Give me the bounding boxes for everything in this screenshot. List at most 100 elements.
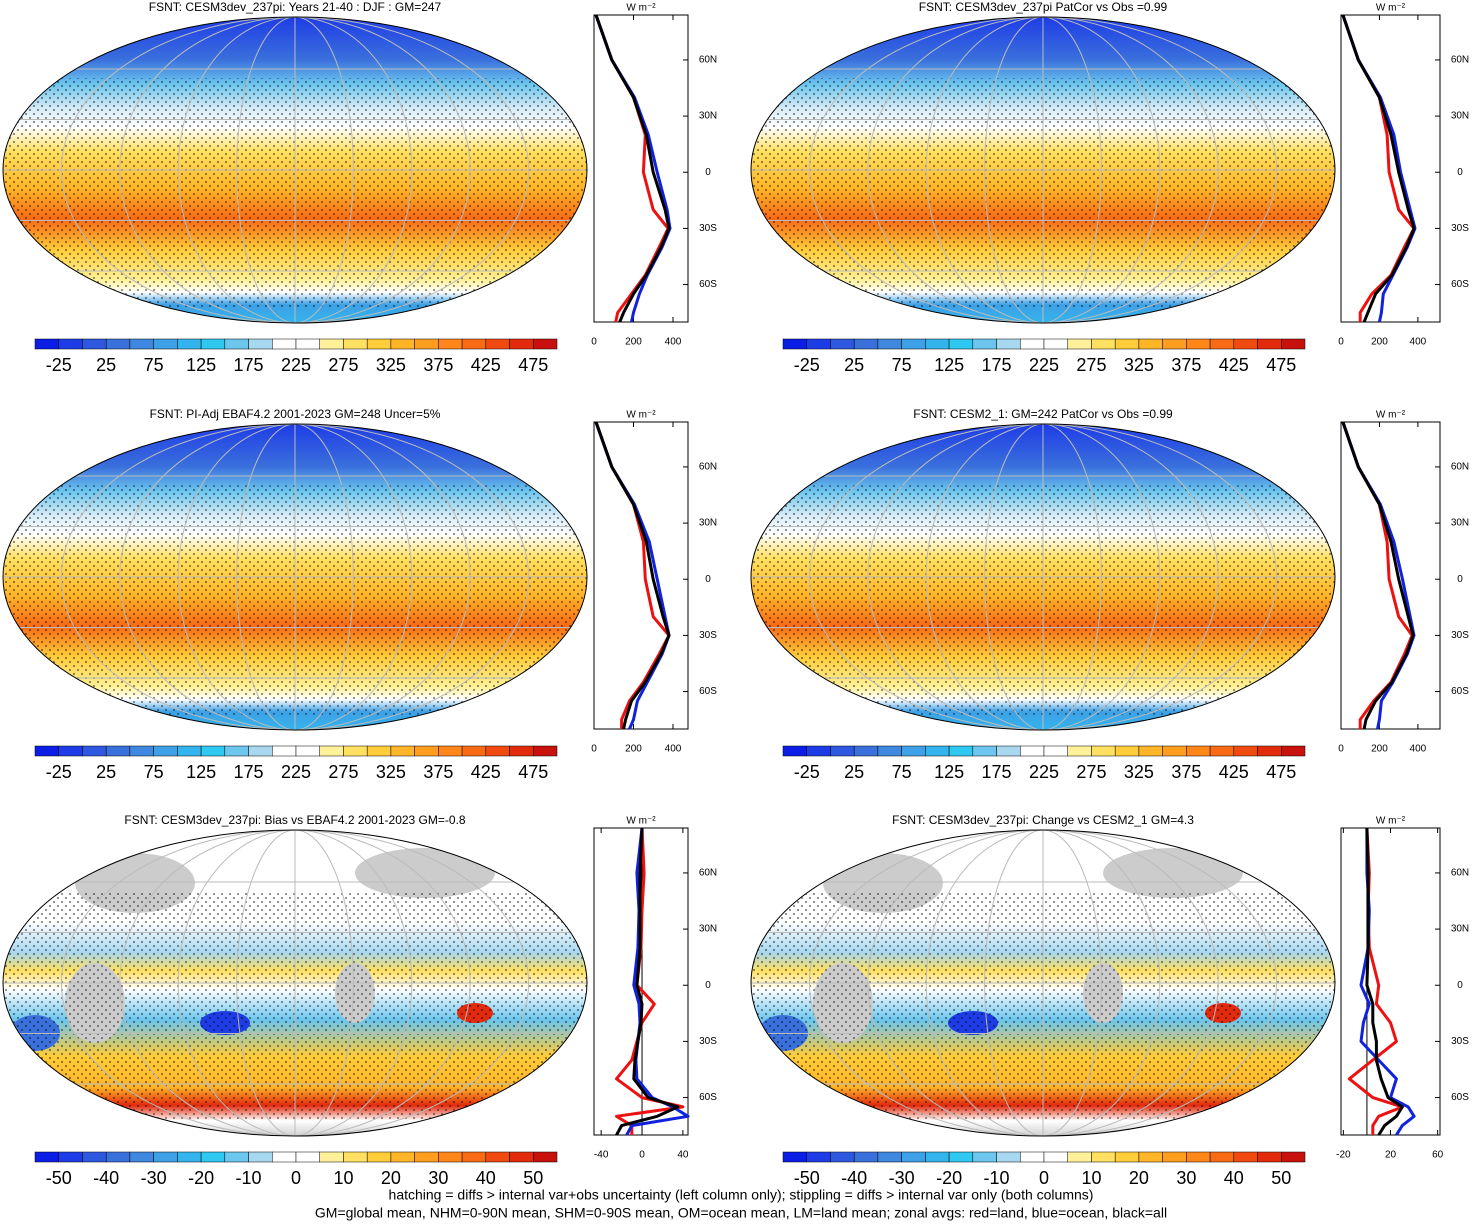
map-outline bbox=[2, 423, 588, 731]
colorbar-box bbox=[1186, 338, 1211, 350]
colorbar-label: -20 bbox=[936, 1168, 962, 1188]
colorbar-box bbox=[1162, 338, 1187, 350]
y-tick-label: 30N bbox=[1451, 111, 1469, 122]
colorbar-box bbox=[996, 338, 1021, 350]
map-outline bbox=[750, 423, 1336, 731]
meridian bbox=[177, 830, 413, 1136]
colorbar-box bbox=[200, 1151, 226, 1163]
colorbar-label: 375 bbox=[1171, 762, 1201, 782]
colorbar-label: 25 bbox=[96, 762, 116, 782]
x-tick-label: 0 bbox=[591, 337, 597, 348]
zonal-frame bbox=[1340, 14, 1441, 323]
panel-title: FSNT: CESM3dev_237pi: Years 21-40 : DJF … bbox=[149, 0, 442, 14]
y-tick-label: 30S bbox=[1451, 223, 1469, 234]
colorbar-label: 325 bbox=[376, 355, 406, 375]
colorbar-box bbox=[1138, 745, 1163, 757]
y-tick-label: 60N bbox=[1451, 55, 1469, 66]
colorbar-box bbox=[509, 745, 534, 757]
colorbar-box bbox=[806, 1151, 831, 1163]
colorbar-box bbox=[1233, 338, 1258, 350]
colorbar-box bbox=[105, 338, 131, 350]
zonal-frame bbox=[593, 14, 689, 323]
colorbar-label: 425 bbox=[1219, 355, 1249, 375]
colorbar-box bbox=[485, 338, 510, 350]
map-outline bbox=[2, 829, 588, 1137]
colorbar-box bbox=[105, 745, 131, 757]
x-tick-label: 200 bbox=[625, 744, 642, 755]
zonal-line bbox=[594, 14, 671, 323]
colorbar-box bbox=[177, 745, 202, 757]
y-tick-label: 0 bbox=[705, 167, 711, 178]
colorbar-box bbox=[948, 338, 974, 350]
colorbar-label: 75 bbox=[144, 762, 164, 782]
colorbar-label: 40 bbox=[1224, 1168, 1244, 1188]
y-tick-label: 30S bbox=[1451, 630, 1469, 641]
meridian bbox=[925, 17, 1161, 323]
colorbar-box bbox=[129, 1151, 154, 1163]
colorbar-box bbox=[1233, 745, 1258, 757]
colorbar-box bbox=[438, 1151, 463, 1163]
colorbar-label: -20 bbox=[188, 1168, 214, 1188]
colorbar-box bbox=[248, 1151, 273, 1163]
map bbox=[751, 424, 1335, 730]
colorbar-box bbox=[414, 1151, 439, 1163]
colorbar-box bbox=[319, 338, 344, 350]
colorbar-box bbox=[1020, 338, 1045, 350]
zonal-line bbox=[594, 14, 672, 323]
colorbar-box bbox=[1020, 1151, 1045, 1163]
colorbar-label: 125 bbox=[934, 762, 964, 782]
colorbar-box bbox=[295, 1151, 320, 1163]
meridian bbox=[119, 424, 471, 730]
meridian bbox=[925, 830, 1161, 1136]
colorbar-box bbox=[153, 745, 178, 757]
x-tick-label: 60 bbox=[1432, 1150, 1444, 1161]
colorbar-label: 0 bbox=[291, 1168, 301, 1188]
meridian bbox=[867, 830, 1219, 1136]
colorbar-label: 275 bbox=[1076, 355, 1106, 375]
colorbar-label: 75 bbox=[892, 355, 912, 375]
map bbox=[751, 17, 1335, 323]
colorbar-label: 275 bbox=[328, 355, 358, 375]
y-tick-label: 30S bbox=[699, 223, 717, 234]
footer-line: GM=global mean, NHM=0-90N mean, SHM=0-90… bbox=[315, 1205, 1167, 1221]
map-outline bbox=[750, 829, 1336, 1137]
colorbar-box bbox=[782, 338, 807, 350]
x-tick-label: 200 bbox=[1371, 337, 1388, 348]
colorbar-box bbox=[972, 1151, 997, 1163]
colorbar-box bbox=[533, 338, 558, 350]
colorbar-label: 375 bbox=[423, 762, 453, 782]
colorbar-box bbox=[1186, 1151, 1211, 1163]
meridian bbox=[984, 830, 1102, 1136]
colorbar-box bbox=[877, 745, 902, 757]
colorbar-box bbox=[877, 338, 902, 350]
meridian bbox=[808, 830, 1278, 1136]
colorbar-box bbox=[1067, 1151, 1092, 1163]
colorbar-box bbox=[1209, 338, 1235, 350]
colorbar-box bbox=[129, 745, 154, 757]
colorbar-label: 175 bbox=[982, 355, 1012, 375]
colorbar-box bbox=[461, 745, 487, 757]
panel-title: FSNT: PI-Adj EBAF4.2 2001-2023 GM=248 Un… bbox=[150, 407, 441, 421]
map bbox=[3, 830, 587, 1136]
colorbar-box bbox=[1138, 338, 1163, 350]
colorbar-label: -40 bbox=[93, 1168, 119, 1188]
y-tick-label: 30N bbox=[699, 111, 717, 122]
y-tick-label: 0 bbox=[1457, 980, 1463, 991]
colorbar-box bbox=[1162, 1151, 1187, 1163]
colorbar-label: 325 bbox=[376, 762, 406, 782]
colorbar-box bbox=[996, 745, 1021, 757]
colorbar-box bbox=[485, 745, 510, 757]
zonal-frame bbox=[1340, 421, 1441, 730]
colorbar-box bbox=[295, 745, 320, 757]
colorbar-label: 175 bbox=[234, 762, 264, 782]
panel-title: FSNT: CESM2_1: GM=242 PatCor vs Obs =0.9… bbox=[913, 407, 1173, 421]
colorbar-label: 225 bbox=[281, 762, 311, 782]
colorbar-label: 125 bbox=[186, 762, 216, 782]
colorbar-box bbox=[877, 1151, 902, 1163]
x-tick-label: 40 bbox=[677, 1150, 689, 1161]
colorbar-box bbox=[272, 1151, 297, 1163]
colorbar-box bbox=[438, 745, 463, 757]
colorbar-label: 225 bbox=[1029, 355, 1059, 375]
colorbar-box bbox=[272, 338, 297, 350]
colorbar-box bbox=[224, 745, 249, 757]
